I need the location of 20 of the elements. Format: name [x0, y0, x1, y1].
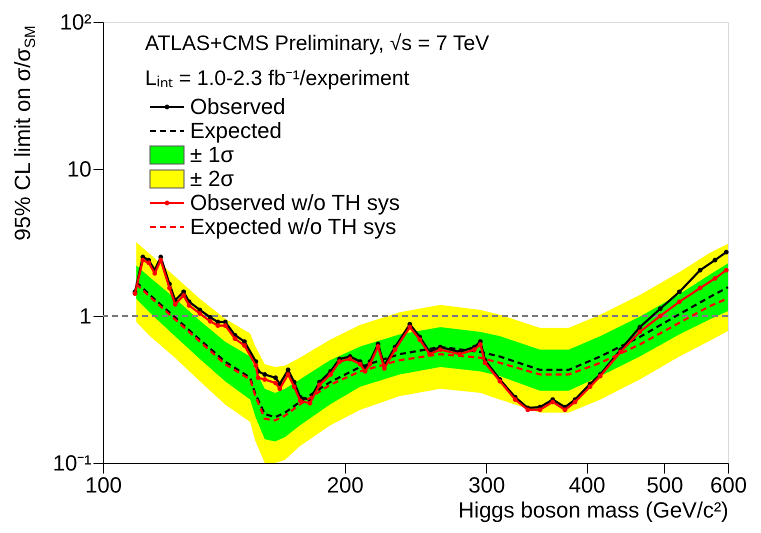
x-tick-label: 600 — [710, 472, 747, 498]
x-tick-label: 500 — [646, 472, 684, 498]
y-tick-label: 10⁻¹ — [52, 450, 92, 476]
legend-label: Observed w/o TH sys — [190, 190, 400, 215]
y-axis-title: 95% CL limit on σ/σSM — [10, 26, 39, 241]
x-tick-label: 400 — [568, 472, 606, 498]
x-axis-title: Higgs boson mass (GeV/c²) — [458, 498, 728, 522]
legend-label: Expected w/o TH sys — [190, 214, 396, 239]
x-tick-label: 200 — [326, 472, 364, 498]
legend-label: ± 2σ — [190, 166, 234, 191]
y-tick-label: 10² — [60, 10, 92, 34]
text: ATLAS+CMS Preliminary, √s = 7 TeV — [145, 32, 490, 55]
y-tick-label: 1 — [79, 304, 92, 328]
legend-label: ± 1σ — [190, 142, 234, 167]
legend-label: Expected — [190, 118, 282, 143]
x-tick-label: 300 — [468, 472, 506, 498]
text: Lᵢₙₜ = 1.0-2.3 fb⁻¹/experiment — [145, 67, 410, 90]
legend-label: Observed — [190, 94, 286, 119]
x-tick-label: 100 — [85, 472, 122, 498]
y-tick-label: 10 — [67, 156, 92, 182]
